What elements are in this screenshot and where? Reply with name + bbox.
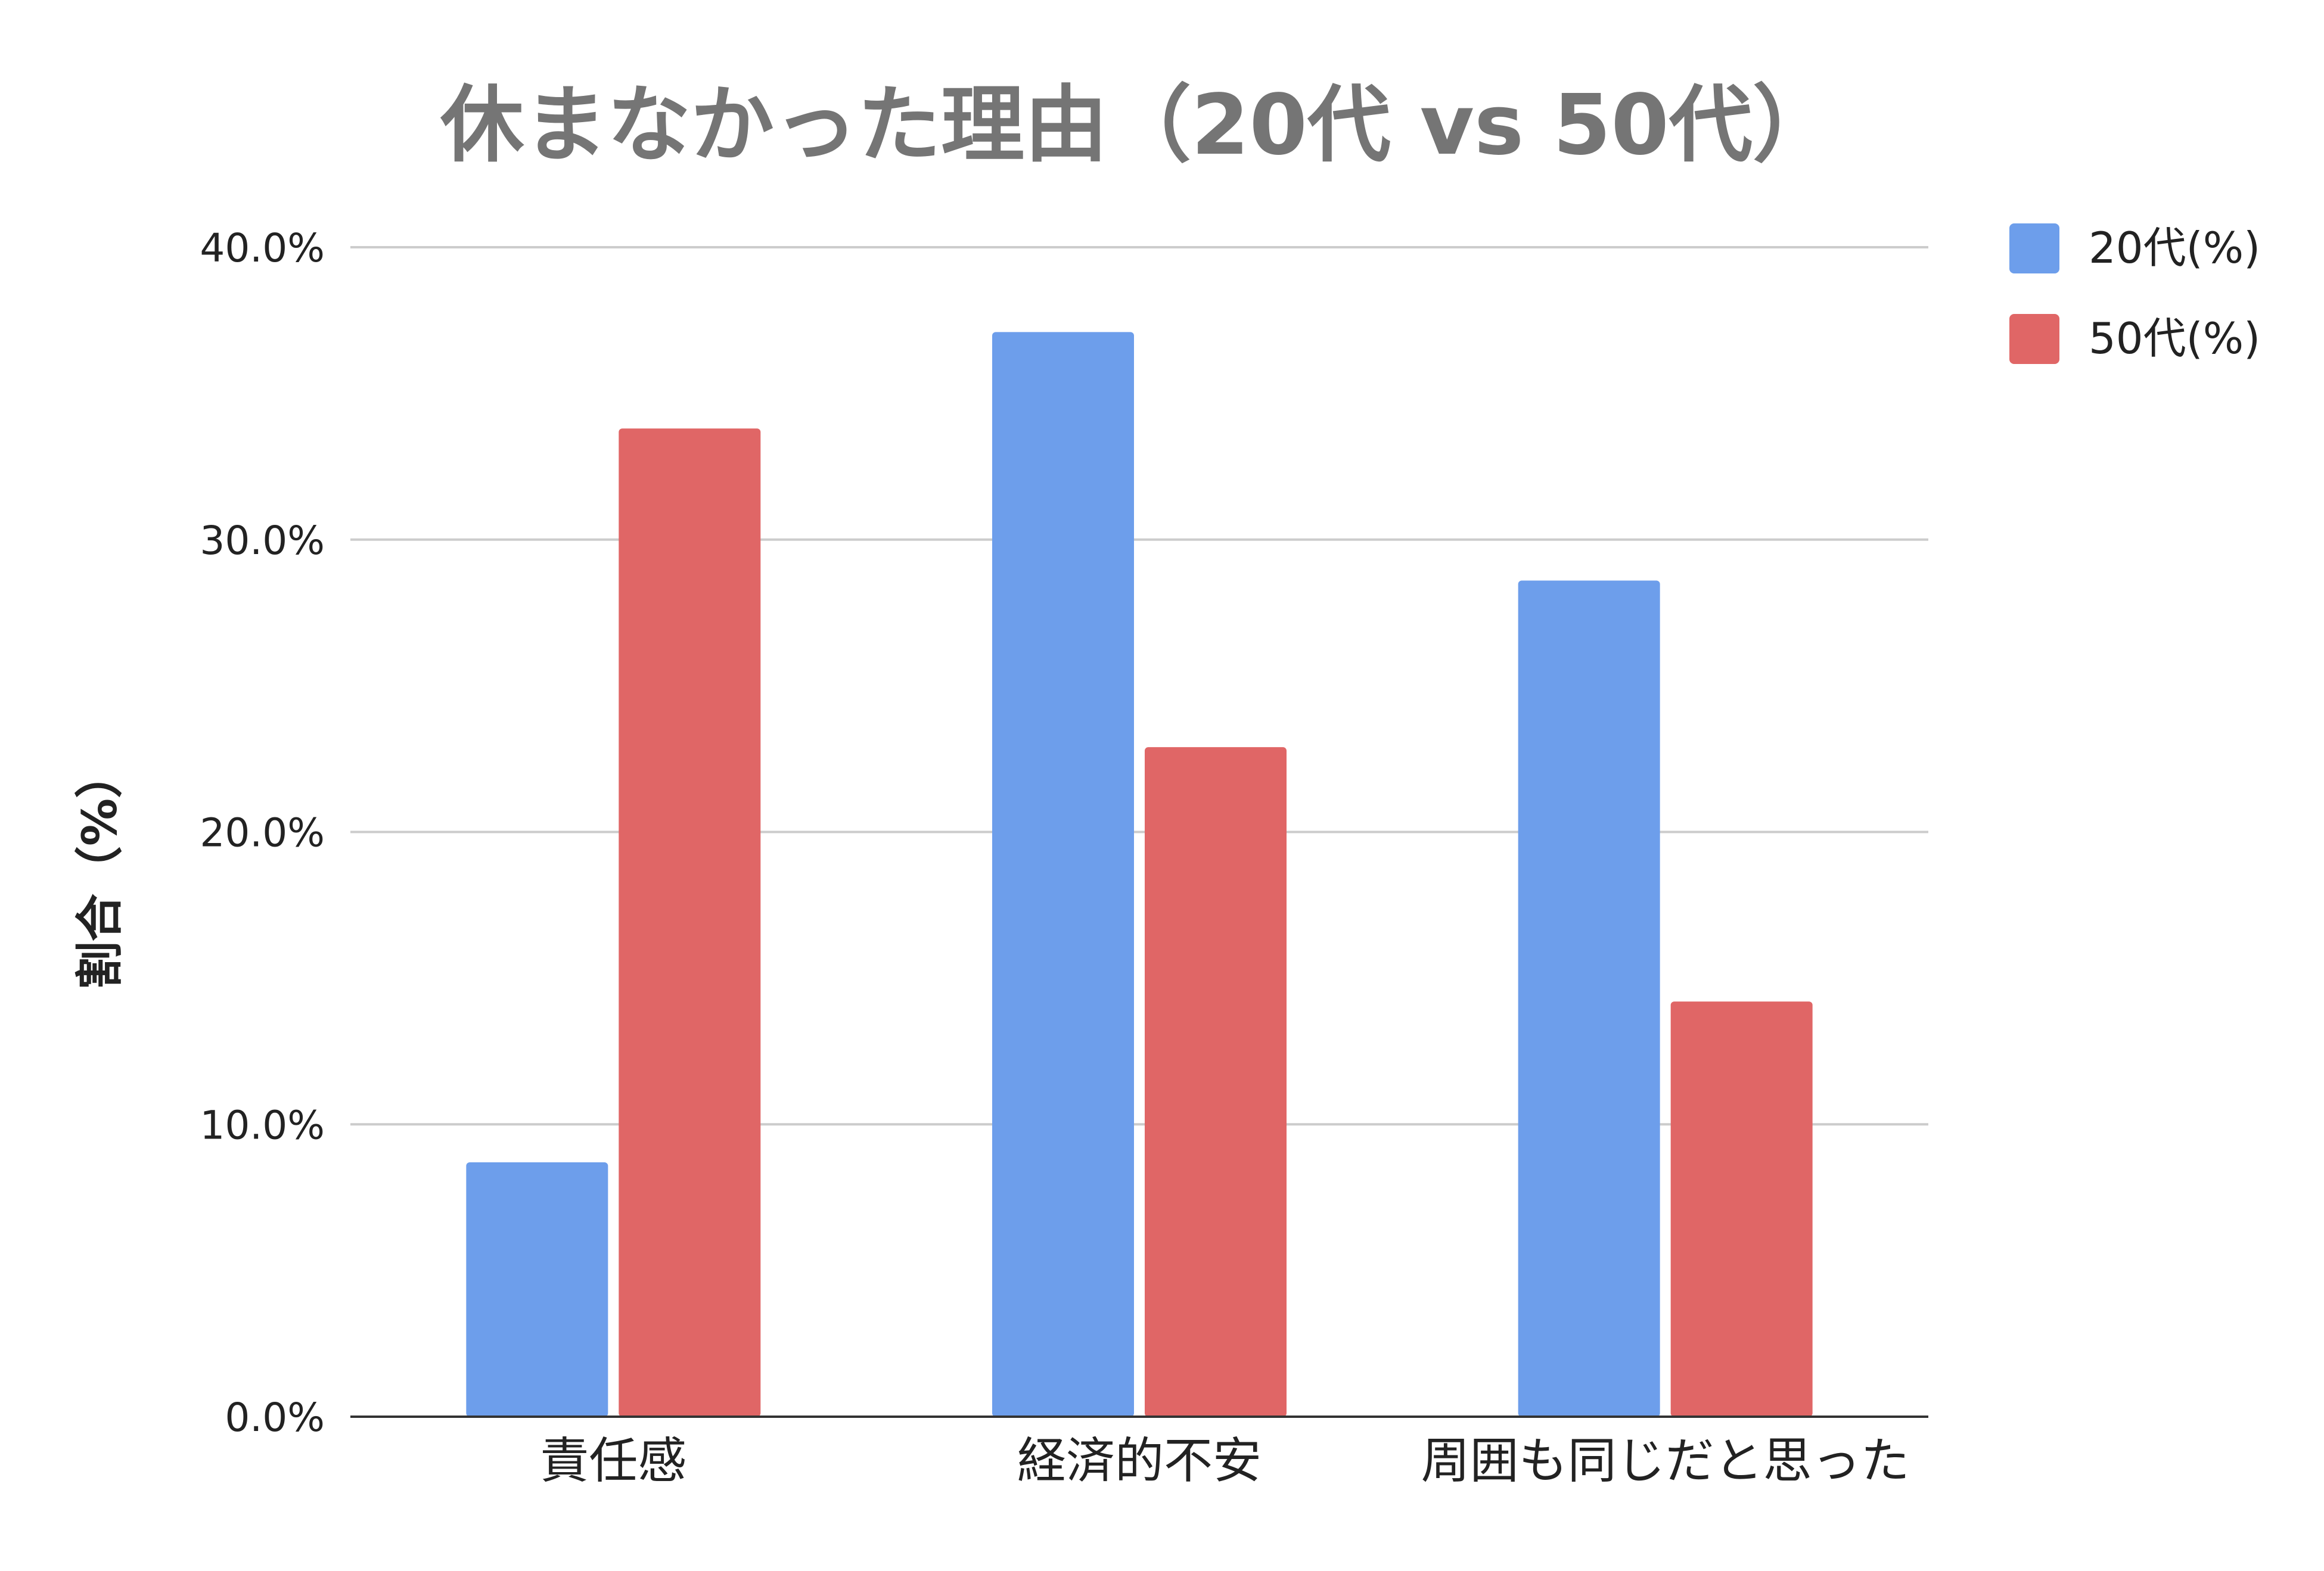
y-tick-label: 0.0% (225, 1395, 325, 1441)
y-tick-label: 30.0% (200, 518, 325, 564)
x-tick-label: 経済的不安 (1017, 1433, 1262, 1489)
y-tick-label: 10.0% (200, 1102, 325, 1148)
gridlines (350, 246, 1928, 1126)
bars (466, 332, 1813, 1417)
bar (466, 1162, 608, 1417)
x-axis-labels: 責任感 経済的不安 周囲も同じだと思った (540, 1433, 1909, 1489)
bar (1518, 580, 1660, 1417)
legend-label: 50代(%) (2089, 313, 2260, 363)
y-tick-label: 40.0% (200, 225, 325, 271)
bar (1670, 1001, 1813, 1417)
y-axis-title: 割合（%） (72, 751, 128, 989)
legend-swatch (2009, 314, 2059, 364)
bar (1145, 747, 1287, 1417)
bar (619, 428, 761, 1417)
x-tick-label: 責任感 (540, 1433, 686, 1489)
legend-swatch (2009, 223, 2059, 273)
y-tick-label: 20.0% (200, 810, 325, 856)
chart-title: 休まなかった理由（20代 vs 50代） (440, 77, 1836, 174)
bar (992, 332, 1134, 1417)
legend-label: 20代(%) (2089, 223, 2260, 273)
legend: 20代(%) 50代(%) (2009, 223, 2260, 364)
x-tick-label: 周囲も同じだと思った (1421, 1433, 1910, 1489)
y-axis-ticks: 0.0% 10.0% 20.0% 30.0% 40.0% (200, 225, 325, 1441)
